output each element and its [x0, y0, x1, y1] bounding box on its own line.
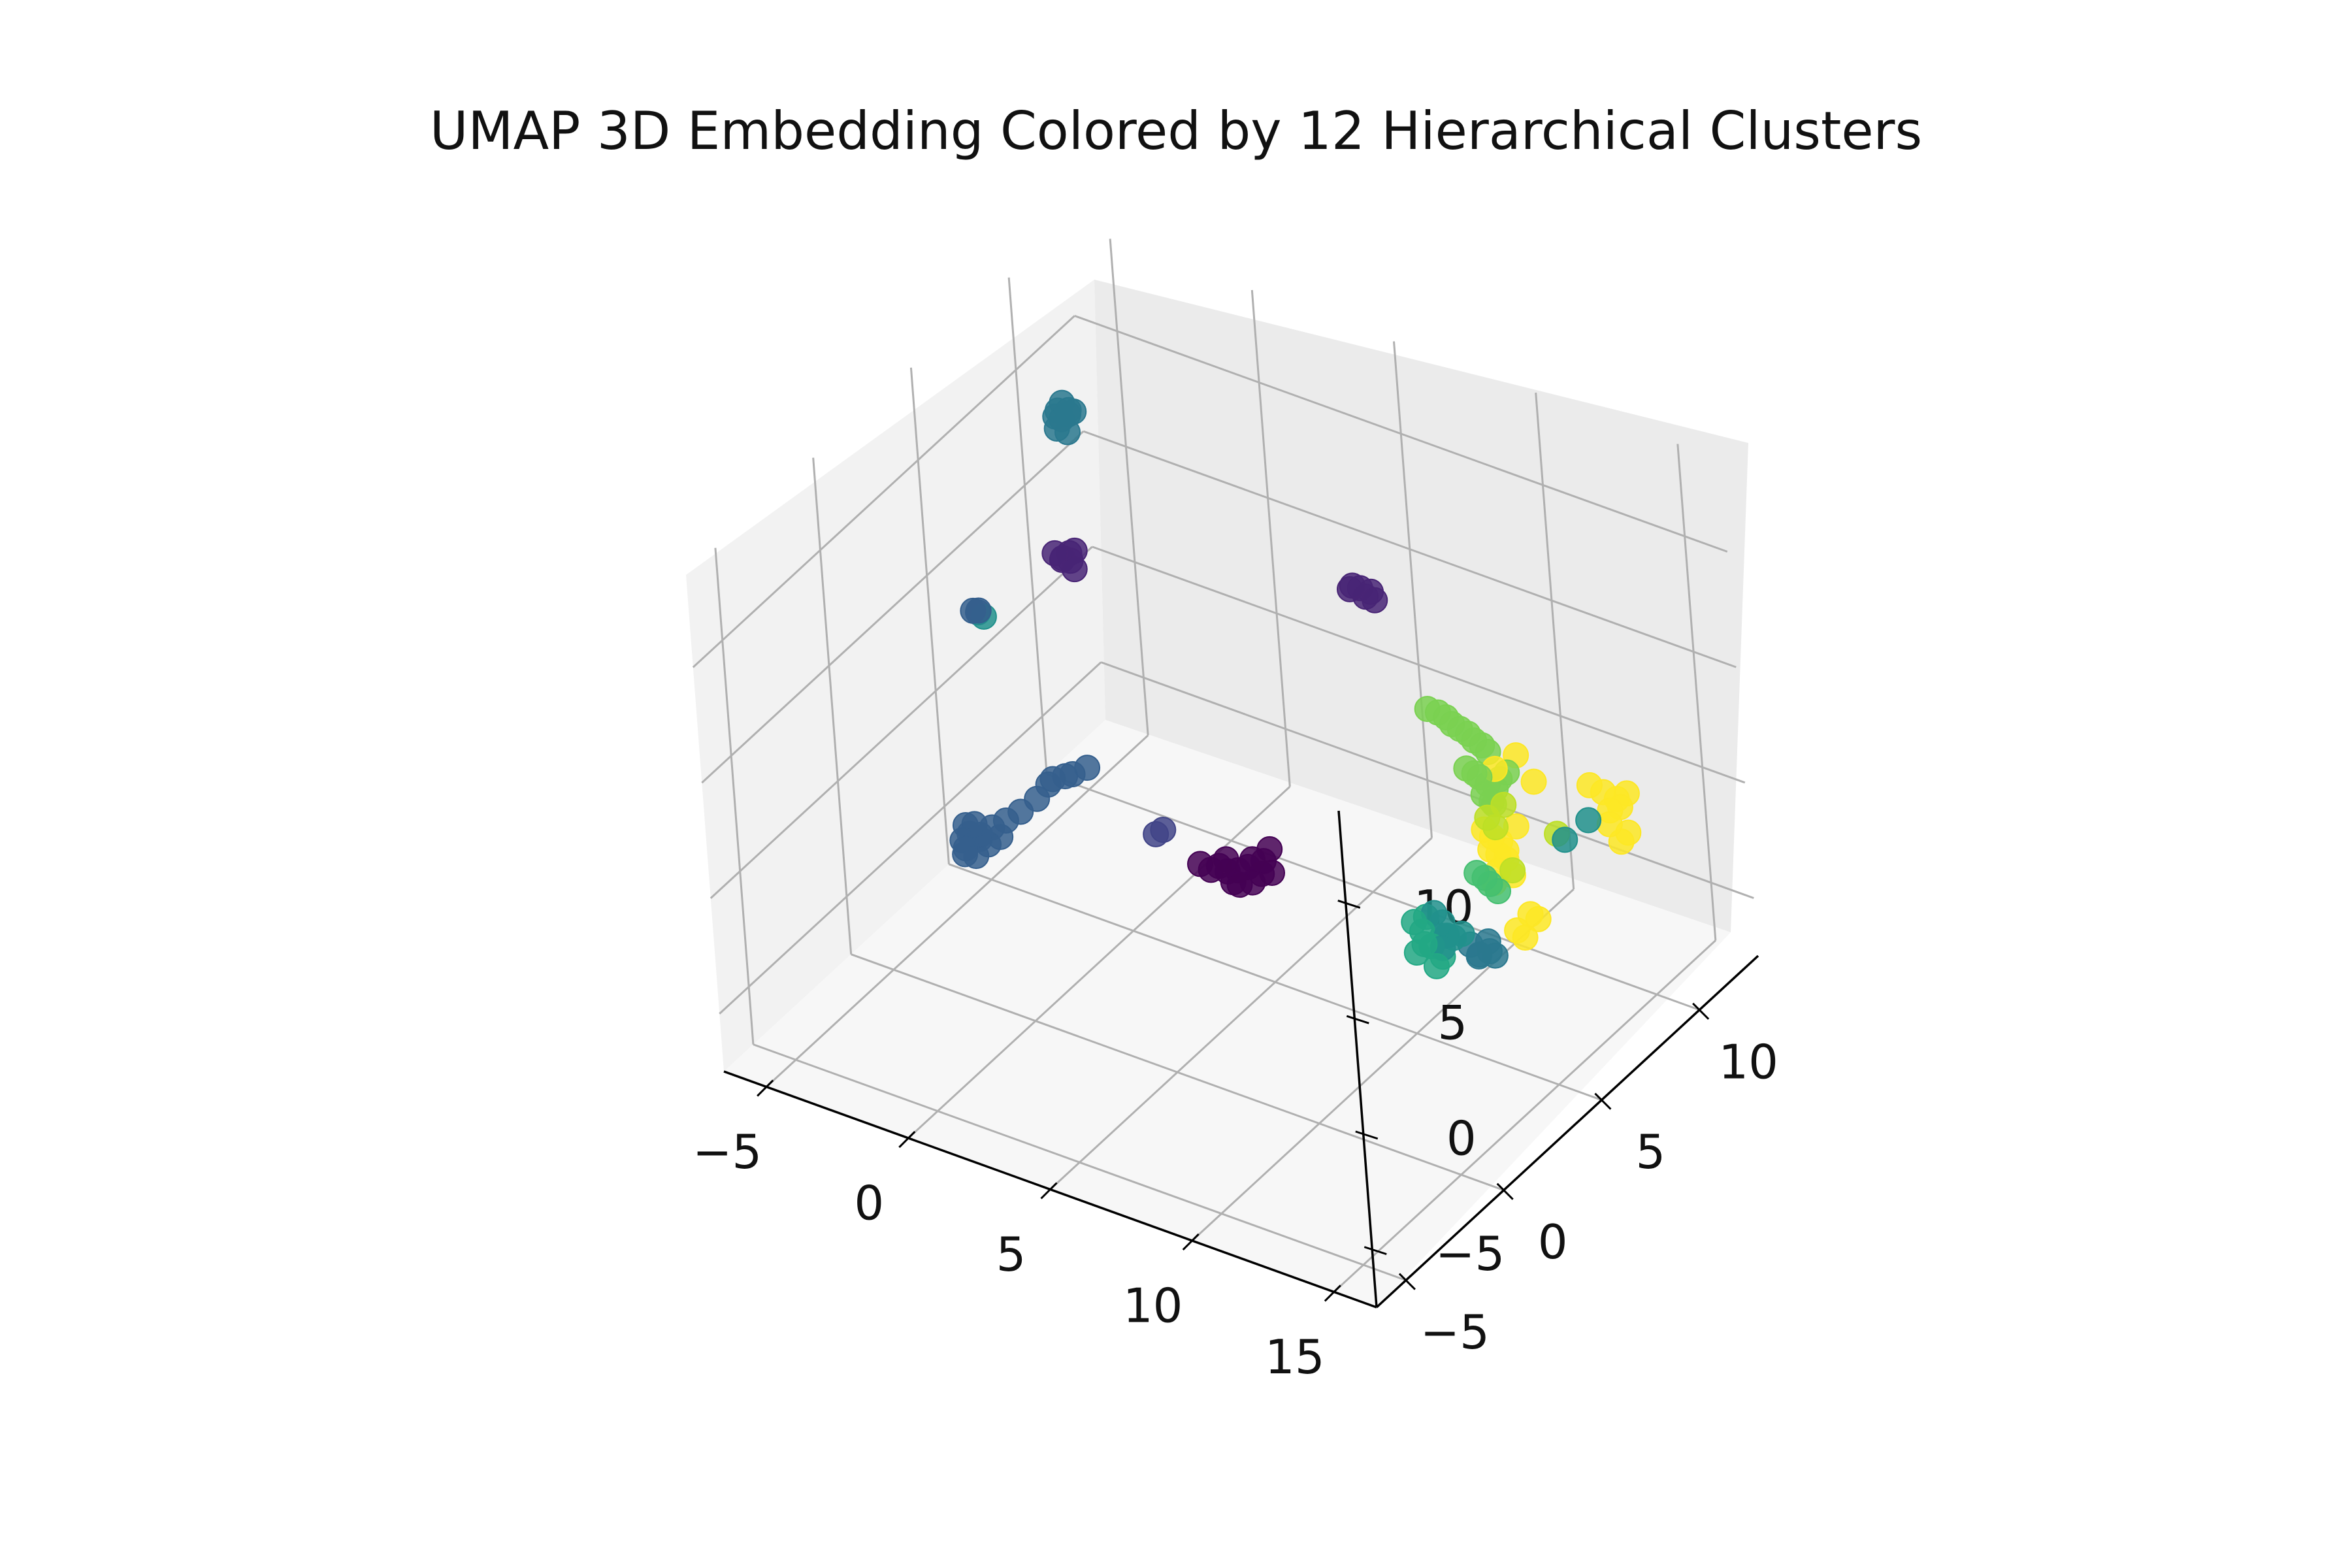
z-tick-mark [1337, 899, 1361, 909]
grid-line-x [1250, 289, 1291, 787]
scatter-points [949, 389, 1642, 979]
x-tick-mark [757, 1079, 774, 1097]
z-tick-mark [1355, 1130, 1379, 1140]
scatter-point-cluster-11 [1520, 768, 1547, 795]
y-axis-line [1375, 955, 1759, 1309]
scatter-point-cluster-6 [1411, 931, 1438, 958]
grid-line-z [692, 315, 1075, 668]
scatter-point-cluster-4 [1466, 941, 1493, 968]
x-tick-label: 5 [996, 1227, 1026, 1282]
z-tick-mark [1364, 1246, 1387, 1256]
y-tick-label: 10 [1718, 1034, 1778, 1089]
grid-line-x [907, 785, 1291, 1139]
scatter-point-cluster-7 [1463, 860, 1490, 887]
pane-right [1094, 280, 1748, 932]
x-tick-mark [1040, 1182, 1058, 1200]
grid-lines [692, 238, 1754, 1293]
pane-left [686, 280, 1105, 1071]
x-tick-mark [1324, 1284, 1341, 1302]
chart-title: UMAP 3D Embedding Colored by 12 Hierarch… [430, 101, 1922, 161]
grid-line-z [719, 661, 1102, 1015]
grid-line-x [766, 734, 1149, 1088]
z-axis-line [1337, 810, 1378, 1308]
grid-line-z [710, 546, 1093, 899]
scatter-point-cluster-8 [1453, 755, 1480, 782]
y-tick-label: 0 [1538, 1215, 1568, 1269]
scatter-point-cluster-6 [1401, 909, 1428, 936]
grid-line-x [1535, 392, 1575, 890]
grid-line-z [1100, 661, 1754, 900]
scatter-point-cluster-10 [1504, 917, 1531, 944]
y-tick-mark [1496, 1183, 1514, 1200]
x-tick-label: 15 [1265, 1330, 1325, 1384]
x-tick-mark [1182, 1233, 1200, 1251]
z-tick-label: 0 [1446, 1111, 1477, 1166]
grid-line-z [1083, 430, 1737, 668]
grid-line-x [1393, 341, 1433, 838]
grid-line-y [851, 953, 1505, 1192]
scatter-point-cluster-10 [1576, 772, 1603, 798]
y-tick-mark [1692, 1002, 1710, 1020]
x-tick-label: 0 [854, 1176, 884, 1231]
grid-line-y [1046, 773, 1700, 1011]
scatter-point-cluster-8 [1414, 696, 1441, 723]
scatter-point-cluster-1 [1041, 540, 1068, 566]
scatter-point-cluster-1 [1339, 572, 1365, 599]
scatter-point-cluster-0 [1250, 847, 1277, 874]
grid-line-y [812, 457, 853, 955]
grid-line-x [1333, 939, 1716, 1293]
grid-line-y [753, 1043, 1407, 1282]
grid-line-y [714, 547, 755, 1045]
grid-line-x [1049, 837, 1433, 1190]
grid-line-y [1007, 277, 1048, 774]
y-tick-label: 5 [1636, 1124, 1666, 1179]
x-tick-label: −5 [693, 1124, 762, 1179]
scatter-point-cluster-6 [1423, 953, 1450, 979]
scatter-point-cluster-0 [1226, 872, 1253, 898]
z-tick-label: −5 [1435, 1226, 1505, 1281]
scatter-point-cluster-3 [953, 835, 979, 862]
grid-line-y [909, 367, 950, 864]
x-tick-label: 10 [1123, 1278, 1183, 1333]
scatter-point-cluster-3 [965, 597, 992, 624]
grid-line-z [701, 431, 1085, 784]
scatter-point-cluster-9 [1499, 857, 1526, 884]
z-tick-label: 5 [1437, 996, 1467, 1051]
y-tick-label: −5 [1420, 1305, 1490, 1360]
scatter-point-cluster-10 [1596, 811, 1623, 838]
y-tick-mark [1398, 1273, 1416, 1290]
scatter-point-cluster-2 [1143, 821, 1169, 847]
grid-line-y [948, 863, 1602, 1102]
scatter-point-cluster-9 [1474, 804, 1501, 831]
scatter-point-cluster-4 [1049, 406, 1075, 433]
z-tick-mark [1346, 1015, 1369, 1024]
grid-line-x [1109, 238, 1149, 736]
grid-line-z [1074, 314, 1728, 553]
x-tick-mark [898, 1130, 916, 1149]
scatter-point-cluster-1 [1061, 556, 1088, 583]
y-tick-mark [1594, 1092, 1612, 1110]
grid-line-x [1191, 888, 1575, 1242]
scatter-point-cluster-5 [1552, 826, 1578, 853]
grid-line-z [1092, 546, 1746, 784]
scatter-point-cluster-1 [1362, 587, 1388, 613]
grid-line-x [1676, 444, 1717, 941]
scatter-point-cluster-5 [1575, 807, 1602, 834]
